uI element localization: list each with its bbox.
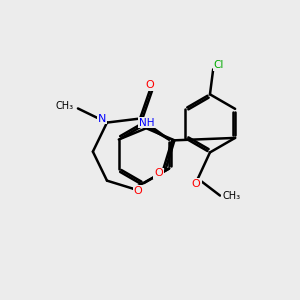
Text: CH₃: CH₃ xyxy=(222,191,240,201)
Text: O: O xyxy=(134,186,142,196)
Text: N: N xyxy=(98,113,106,124)
Text: NH: NH xyxy=(139,118,155,128)
Text: Cl: Cl xyxy=(214,60,224,70)
Text: O: O xyxy=(146,80,154,91)
Text: O: O xyxy=(154,168,163,178)
Text: CH₃: CH₃ xyxy=(56,101,74,111)
Text: O: O xyxy=(192,179,201,189)
